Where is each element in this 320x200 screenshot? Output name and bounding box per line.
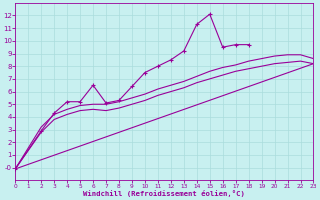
X-axis label: Windchill (Refroidissement éolien,°C): Windchill (Refroidissement éolien,°C) <box>84 190 245 197</box>
